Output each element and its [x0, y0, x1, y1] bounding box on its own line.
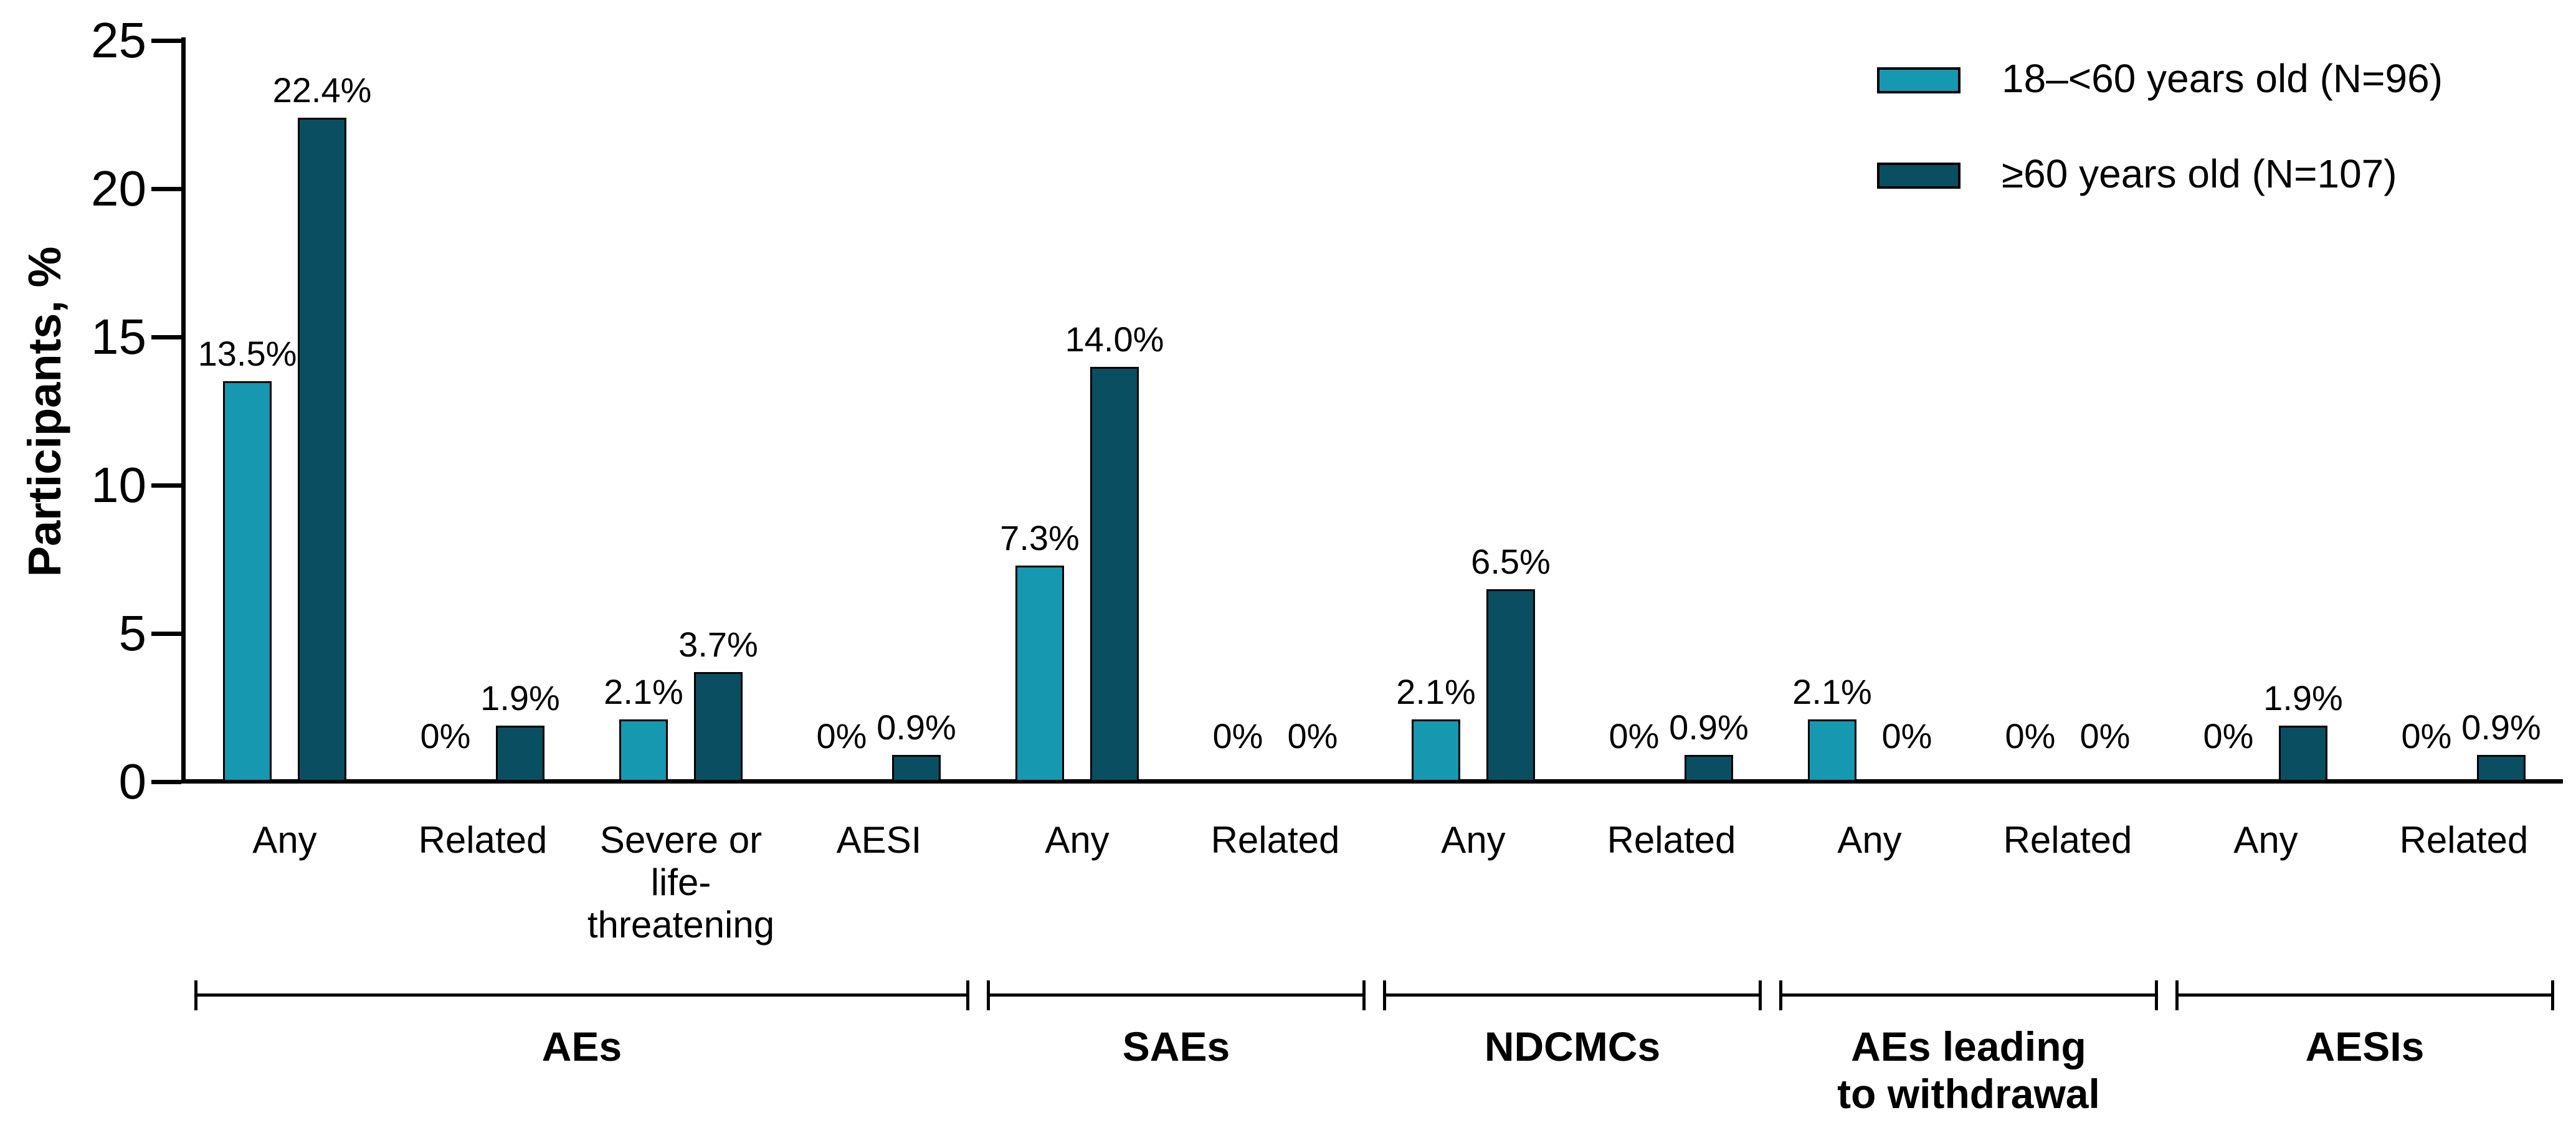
value-label: 3.7% — [678, 625, 758, 664]
category-label: Any — [1045, 819, 1110, 861]
y-tick — [151, 631, 181, 636]
value-label: 0% — [420, 716, 471, 756]
category-label: Related — [418, 819, 548, 861]
legend-swatch-age-60plus — [1877, 163, 1961, 189]
group-label: SAEs — [1122, 1023, 1230, 1069]
group-bracket-tick — [2175, 980, 2179, 1010]
group-bracket-tick — [1759, 980, 1762, 1010]
value-label: 2.1% — [604, 672, 683, 711]
y-tick-label: 25 — [91, 12, 146, 68]
category-label: Any — [1441, 819, 1506, 861]
group-bracket — [987, 993, 1366, 997]
bar — [619, 719, 668, 782]
value-label: 22.4% — [272, 70, 372, 110]
x-axis-line — [181, 779, 2563, 784]
value-label: 2.1% — [1792, 672, 1872, 711]
value-label: 7.3% — [1000, 518, 1080, 557]
group-bracket — [2175, 993, 2554, 997]
y-tick — [151, 186, 181, 191]
y-tick-label: 0 — [118, 754, 147, 809]
value-label: 0.9% — [2461, 708, 2541, 747]
value-label: 0% — [1881, 716, 1932, 756]
legend-label-age-18-60: 18–<60 years old (N=96) — [2002, 56, 2443, 101]
group-label: NDCMCs — [1484, 1023, 1661, 1069]
bar — [1090, 367, 1139, 782]
value-label: 2.1% — [1396, 672, 1476, 711]
value-label: 0% — [2005, 716, 2056, 756]
value-label: 0.9% — [877, 708, 956, 747]
group-bracket-tick — [987, 980, 990, 1010]
bar — [2279, 726, 2327, 782]
group-label: AEs leading to withdrawal — [1837, 1023, 2100, 1117]
bar — [694, 672, 743, 782]
group-bracket — [1383, 993, 1762, 997]
group-label: AESIs — [2305, 1023, 2425, 1069]
legend-swatch-age-18-60 — [1877, 67, 1961, 93]
bar — [1685, 755, 1733, 782]
group-bracket-tick — [1383, 980, 1386, 1010]
value-label: 0% — [816, 716, 867, 756]
bar — [1486, 589, 1535, 782]
category-label: Related — [1210, 819, 1340, 861]
value-label: 13.5% — [197, 334, 297, 373]
category-label: Related — [2003, 819, 2132, 861]
bar — [1412, 719, 1460, 782]
legend-label-age-60plus: ≥60 years old (N=107) — [2002, 151, 2397, 196]
value-label: 0.9% — [1669, 708, 1749, 747]
value-label: 1.9% — [480, 678, 560, 718]
y-axis-line — [181, 37, 186, 784]
group-bracket-tick — [2551, 980, 2554, 1010]
group-bracket-tick — [966, 980, 969, 1010]
y-tick-label: 15 — [91, 309, 146, 364]
bar — [1015, 566, 1064, 782]
group-label: AEs — [541, 1023, 622, 1069]
y-tick — [151, 483, 181, 488]
bar — [298, 118, 346, 782]
value-label: 0% — [2203, 716, 2254, 756]
group-bracket-tick — [1779, 980, 1782, 1010]
value-label: 0% — [2401, 716, 2452, 756]
value-label: 14.0% — [1065, 320, 1164, 359]
category-label: Any — [2233, 819, 2298, 861]
group-bracket — [194, 993, 969, 997]
value-label: 0% — [1212, 716, 1263, 756]
category-label: Severe or life- threatening — [587, 819, 775, 946]
category-label: Any — [252, 819, 317, 861]
group-bracket-tick — [2155, 980, 2158, 1010]
category-label: Related — [2399, 819, 2529, 861]
group-bracket-tick — [194, 980, 197, 1010]
category-label: Any — [1837, 819, 1902, 861]
bar — [223, 381, 272, 782]
value-label: 6.5% — [1471, 542, 1551, 581]
value-label: 0% — [1287, 716, 1338, 756]
y-tick — [151, 38, 181, 43]
y-tick — [151, 334, 181, 339]
bar — [2477, 755, 2526, 782]
group-bracket-tick — [1362, 980, 1366, 1010]
category-label: AESI — [836, 819, 922, 861]
value-label: 0% — [2079, 716, 2131, 756]
y-tick-label: 20 — [91, 161, 146, 216]
y-tick — [151, 779, 181, 784]
group-bracket — [1779, 993, 2158, 997]
bar — [1808, 719, 1856, 782]
y-tick-label: 5 — [118, 605, 147, 661]
bar — [892, 755, 941, 782]
y-tick-label: 10 — [91, 457, 146, 513]
bar — [496, 726, 544, 782]
value-label: 0% — [1609, 716, 1660, 756]
value-label: 1.9% — [2263, 678, 2343, 718]
category-label: Related — [1607, 819, 1736, 861]
